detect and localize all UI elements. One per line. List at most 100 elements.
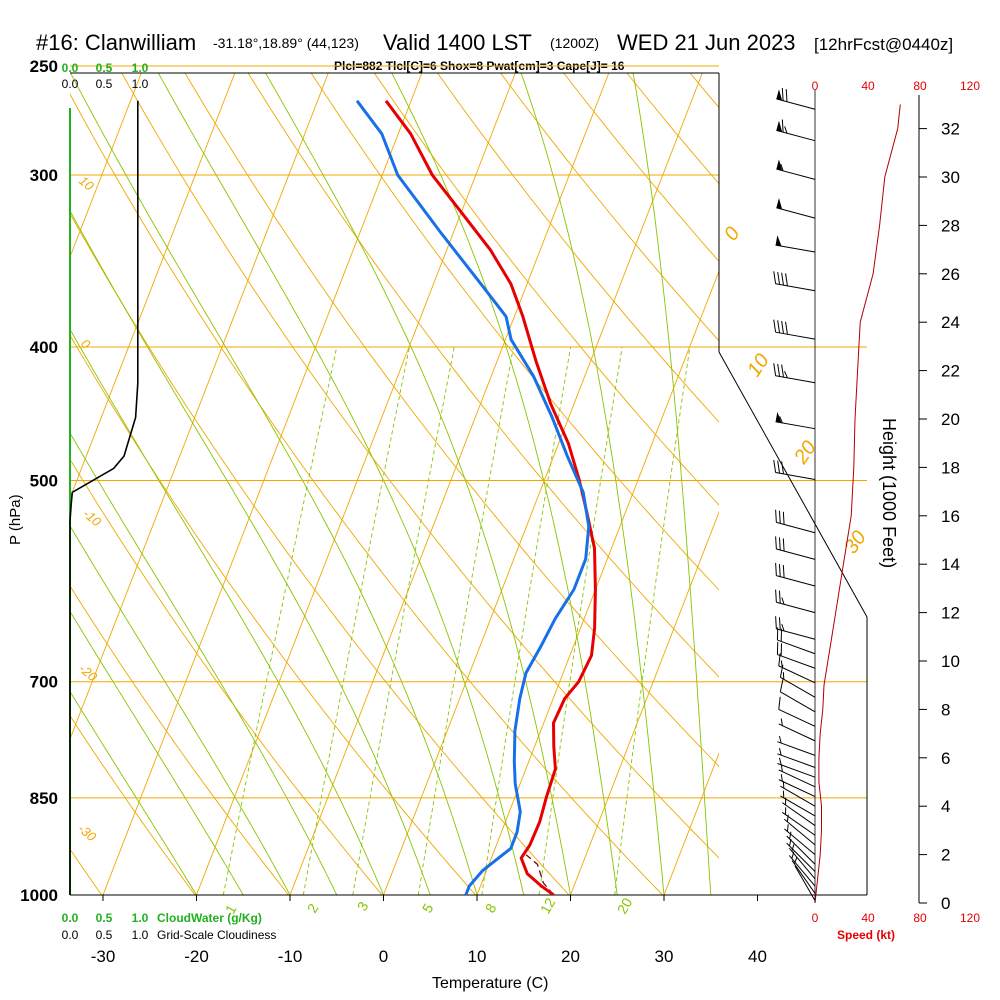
moist-adiabat-line	[632, 73, 712, 895]
isotherm-line	[102, 73, 423, 895]
isotherm-line	[851, 73, 1000, 895]
moist-adiabat-line	[70, 610, 244, 895]
height-tick-label: 2	[941, 846, 950, 865]
height-tick-label: 32	[941, 120, 960, 139]
speed-tick-bottom: 120	[960, 911, 980, 925]
title-forecast: [12hrFcst@0440z]	[814, 35, 953, 54]
dry-adiabat-label: 0	[78, 336, 94, 353]
wind-barb	[773, 319, 816, 340]
x-tick-label: 10	[468, 947, 487, 966]
y-axis-label: P (hPa)	[7, 494, 24, 545]
moist-adiabat-line	[70, 209, 431, 895]
wind-barb	[775, 509, 816, 534]
temperature-line	[384, 99, 597, 895]
wind-barb-staff	[776, 129, 816, 142]
height-axis-label: Height (1000 Feet)	[879, 418, 899, 568]
wind-barb	[778, 764, 816, 788]
wind-barb-staff	[784, 818, 816, 846]
wind-barb-feather	[777, 460, 781, 474]
wind-barb-feather	[781, 320, 784, 334]
wind-barb-feather	[778, 617, 781, 630]
pressure-tick-label: 250	[30, 57, 58, 76]
wind-barb-feather	[775, 562, 777, 576]
title-date: WED 21 Jun 2023	[617, 30, 796, 55]
moist-adiabat-line	[157, 73, 525, 895]
wind-barb-staff	[786, 835, 816, 865]
speed-tick-bottom: 40	[861, 911, 875, 925]
wind-barb-staff	[777, 639, 816, 655]
wind-barb	[775, 235, 816, 253]
cloudwater-tick-bottom: 1.0	[132, 911, 149, 925]
wind-barb-feather	[785, 89, 788, 102]
mixing-ratio-line	[222, 347, 338, 895]
wind-barb-staff	[778, 708, 816, 727]
wind-barb-staff	[780, 676, 816, 698]
height-tick-label: 4	[941, 797, 950, 816]
wind-barb-feather	[773, 319, 777, 333]
cloudwater-tick-top: 1.0	[132, 61, 149, 75]
cloudiness-line	[69, 100, 139, 895]
wind-barb-staff	[776, 575, 816, 587]
cloudiness-tick-bottom: 1.0	[132, 928, 149, 942]
height-tick-label: 28	[941, 216, 960, 235]
wind-barb	[779, 664, 816, 698]
wind-barb-staff	[778, 779, 816, 797]
wind-barb-feather	[784, 126, 788, 134]
cloudwater-tick-bottom: 0.5	[96, 911, 113, 925]
wind-barb	[777, 748, 816, 768]
cloudwater-tick-top: 0.0	[62, 61, 79, 75]
wind-barb	[775, 536, 816, 560]
wind-barb-staff	[775, 375, 816, 384]
wind-barb-feather	[784, 371, 788, 379]
wind-barb-feather	[779, 679, 784, 692]
title-station: #16: Clanwilliam	[36, 30, 196, 55]
wind-barb-feather	[786, 824, 789, 832]
wind-barb-staff	[775, 331, 816, 340]
cloudiness-layer	[69, 100, 139, 895]
height-tick-label: 24	[941, 313, 960, 332]
wind-barb	[775, 411, 816, 430]
wind-barb-feather	[773, 459, 777, 473]
wind-barb-feather	[781, 88, 784, 101]
wind-barb	[784, 814, 816, 846]
x-tick-label: -30	[91, 947, 116, 966]
wind-barb-pennant	[776, 198, 783, 210]
wind-barb-feather	[781, 272, 784, 286]
wind-barb	[773, 363, 816, 384]
height-tick-label: 22	[941, 362, 960, 381]
wind-barb-staff	[775, 244, 816, 253]
wind-barb-pennant	[775, 411, 782, 423]
isotherm-line	[70, 73, 329, 741]
wind-barb-feather	[777, 320, 781, 333]
wind-barb	[778, 774, 816, 797]
dry-adiabat-line	[70, 458, 383, 895]
speed-label: Speed (kt)	[837, 928, 895, 942]
wind-barb-feather	[780, 774, 783, 782]
cloudwater-tick-bottom: 0.0	[62, 911, 79, 925]
title-valid: Valid 1400 LST	[383, 30, 532, 55]
dry-adiabat-line	[310, 73, 719, 591]
wind-barb-feather	[779, 416, 783, 424]
dry-adiabat-label: -30	[75, 821, 100, 845]
height-tick-label: 18	[941, 458, 960, 477]
speed-tick-top: 80	[913, 79, 927, 93]
wind-barb-pennant	[775, 235, 782, 247]
wind-barb-feather	[778, 564, 781, 577]
wind-barb-feather	[781, 461, 784, 475]
mixing-ratio-line	[481, 347, 572, 895]
wind-barb-staff	[778, 723, 816, 742]
dry-adiabat-line	[436, 73, 719, 423]
wind-barb-staff	[776, 628, 816, 640]
wind-barb-feather	[775, 536, 777, 550]
pressure-tick-label: 700	[30, 673, 58, 692]
dry-adiabat-line	[0, 66, 8, 895]
x-tick-label: -20	[184, 947, 209, 966]
moist-adiabat-line	[70, 73, 478, 895]
wind-barb	[788, 851, 816, 887]
wind-barb-feather	[782, 538, 785, 552]
wind-barb-staff	[780, 795, 816, 817]
plot-border	[69, 72, 868, 896]
wind-barb-feather	[780, 764, 783, 772]
dry-adiabat-line	[121, 73, 719, 859]
moist-adiabat-line	[70, 690, 197, 895]
